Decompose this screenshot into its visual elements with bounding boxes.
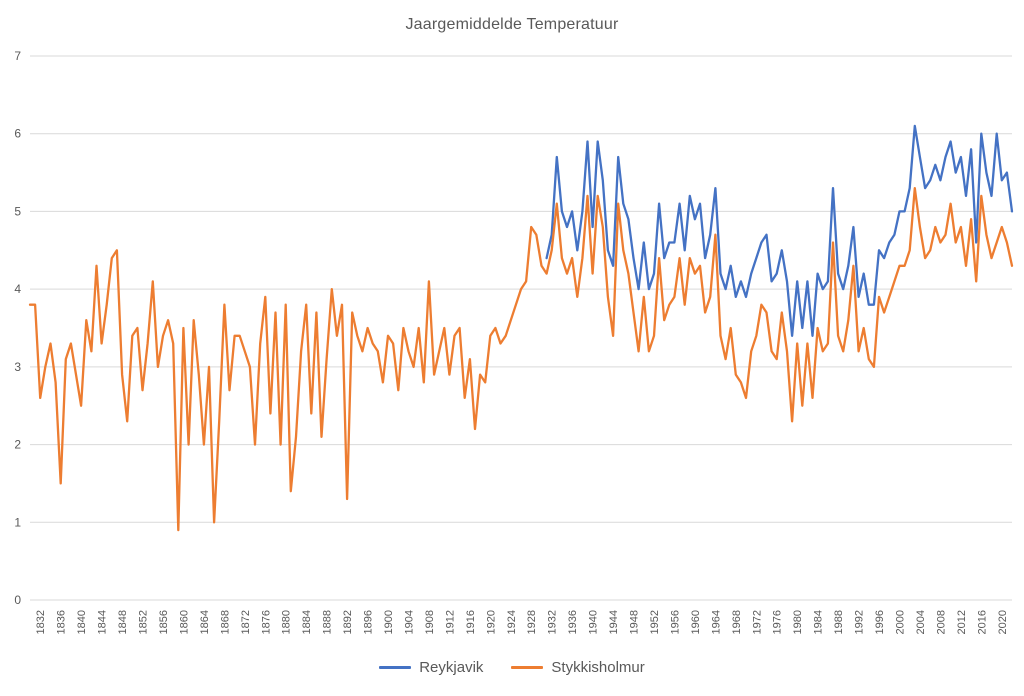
x-axis-tick-label: 1868 [219, 610, 231, 634]
x-axis-tick-label: 1964 [710, 610, 722, 634]
x-axis-tick-label: 1972 [751, 610, 763, 634]
x-axis-tick-label: 1896 [363, 610, 375, 634]
series-line-reykjavik [545, 124, 1014, 337]
series-line-stykkisholmur [28, 186, 1014, 532]
chart-title: Jaargemiddelde Temperatuur [405, 16, 619, 33]
x-axis-tick-label: 1864 [199, 610, 211, 634]
x-axis-tick-label: 1956 [669, 610, 681, 634]
x-axis-tick-label: 1936 [567, 610, 579, 634]
legend-label-reykjavik: Reykjavik [419, 659, 484, 676]
y-axis-tick-label: 3 [14, 360, 21, 374]
y-axis-tick-label: 6 [14, 127, 21, 141]
x-axis-tick-label: 1960 [690, 610, 702, 634]
x-axis-tick-label: 2012 [956, 610, 968, 634]
x-axis-tick-label: 1844 [97, 610, 109, 634]
x-axis-tick-label: 1988 [833, 610, 845, 634]
x-axis-tick-label: 1880 [281, 610, 293, 634]
x-axis-tick-label: 2020 [997, 610, 1009, 634]
x-axis-tick-label: 1984 [813, 610, 825, 634]
x-axis-tick-label: 1888 [322, 610, 334, 634]
x-axis-tick-label: 1848 [117, 610, 129, 634]
x-axis-tick-label: 1908 [424, 610, 436, 634]
x-axis-tick-label: 1912 [444, 610, 456, 634]
x-axis-tick-label: 2008 [935, 610, 947, 634]
x-axis-tick-label: 1920 [485, 610, 497, 634]
x-axis-tick-label: 1980 [792, 610, 804, 634]
x-axis-tick-label: 1892 [342, 610, 354, 634]
x-axis-tick-label: 1884 [301, 610, 313, 634]
x-axis-tick-label: 1944 [608, 610, 620, 634]
x-axis-tick-label: 1968 [731, 610, 743, 634]
x-axis-tick-label: 1876 [260, 610, 272, 634]
x-axis-tick-label: 1832 [35, 610, 47, 634]
x-axis-tick-label: 1872 [240, 610, 252, 634]
x-axis-tick-label: 1856 [158, 610, 170, 634]
x-axis-tick-label: 2016 [976, 610, 988, 634]
x-axis-tick-label: 1996 [874, 610, 886, 634]
legend-item-stykkisholmur: Stykkisholmur [511, 659, 645, 676]
legend-item-reykjavik: Reykjavik [379, 659, 483, 676]
y-axis-tick-label: 0 [14, 593, 21, 607]
x-axis-tick-label: 1952 [649, 610, 661, 634]
x-axis-tick-label: 1932 [547, 610, 559, 634]
legend-label-stykkisholmur: Stykkisholmur [551, 659, 645, 676]
x-axis-tick-label: 1976 [772, 610, 784, 634]
x-axis-tick-label: 2004 [915, 610, 927, 634]
x-axis-tick-label: 1924 [506, 610, 518, 634]
x-axis-tick-label: 1840 [76, 610, 88, 634]
y-axis-tick-label: 1 [14, 515, 21, 529]
legend-line-swatch-reykjavik [379, 666, 412, 669]
x-axis-tick-label: 1860 [178, 610, 190, 634]
x-axis-tick-label: 1900 [383, 610, 395, 634]
y-axis-tick-label: 4 [14, 282, 21, 296]
x-axis-tick-label: 2000 [895, 610, 907, 634]
x-axis-tick-label: 1852 [138, 610, 150, 634]
legend: Reykjavik Stykkisholmur [0, 659, 1024, 676]
y-axis-tick-label: 5 [14, 204, 21, 218]
legend-line-swatch-stykkisholmur [511, 666, 544, 669]
x-axis-tick-label: 1940 [588, 610, 600, 634]
x-axis-tick-label: 1916 [465, 610, 477, 634]
x-axis-tick-label: 1928 [526, 610, 538, 634]
x-axis-tick-label: 1948 [629, 610, 641, 634]
x-axis-tick-label: 1836 [56, 610, 68, 634]
x-axis-tick-label: 1904 [404, 610, 416, 634]
y-axis-tick-label: 7 [14, 49, 21, 63]
x-axis-tick-label: 1992 [854, 610, 866, 634]
y-axis-tick-label: 2 [14, 438, 21, 452]
